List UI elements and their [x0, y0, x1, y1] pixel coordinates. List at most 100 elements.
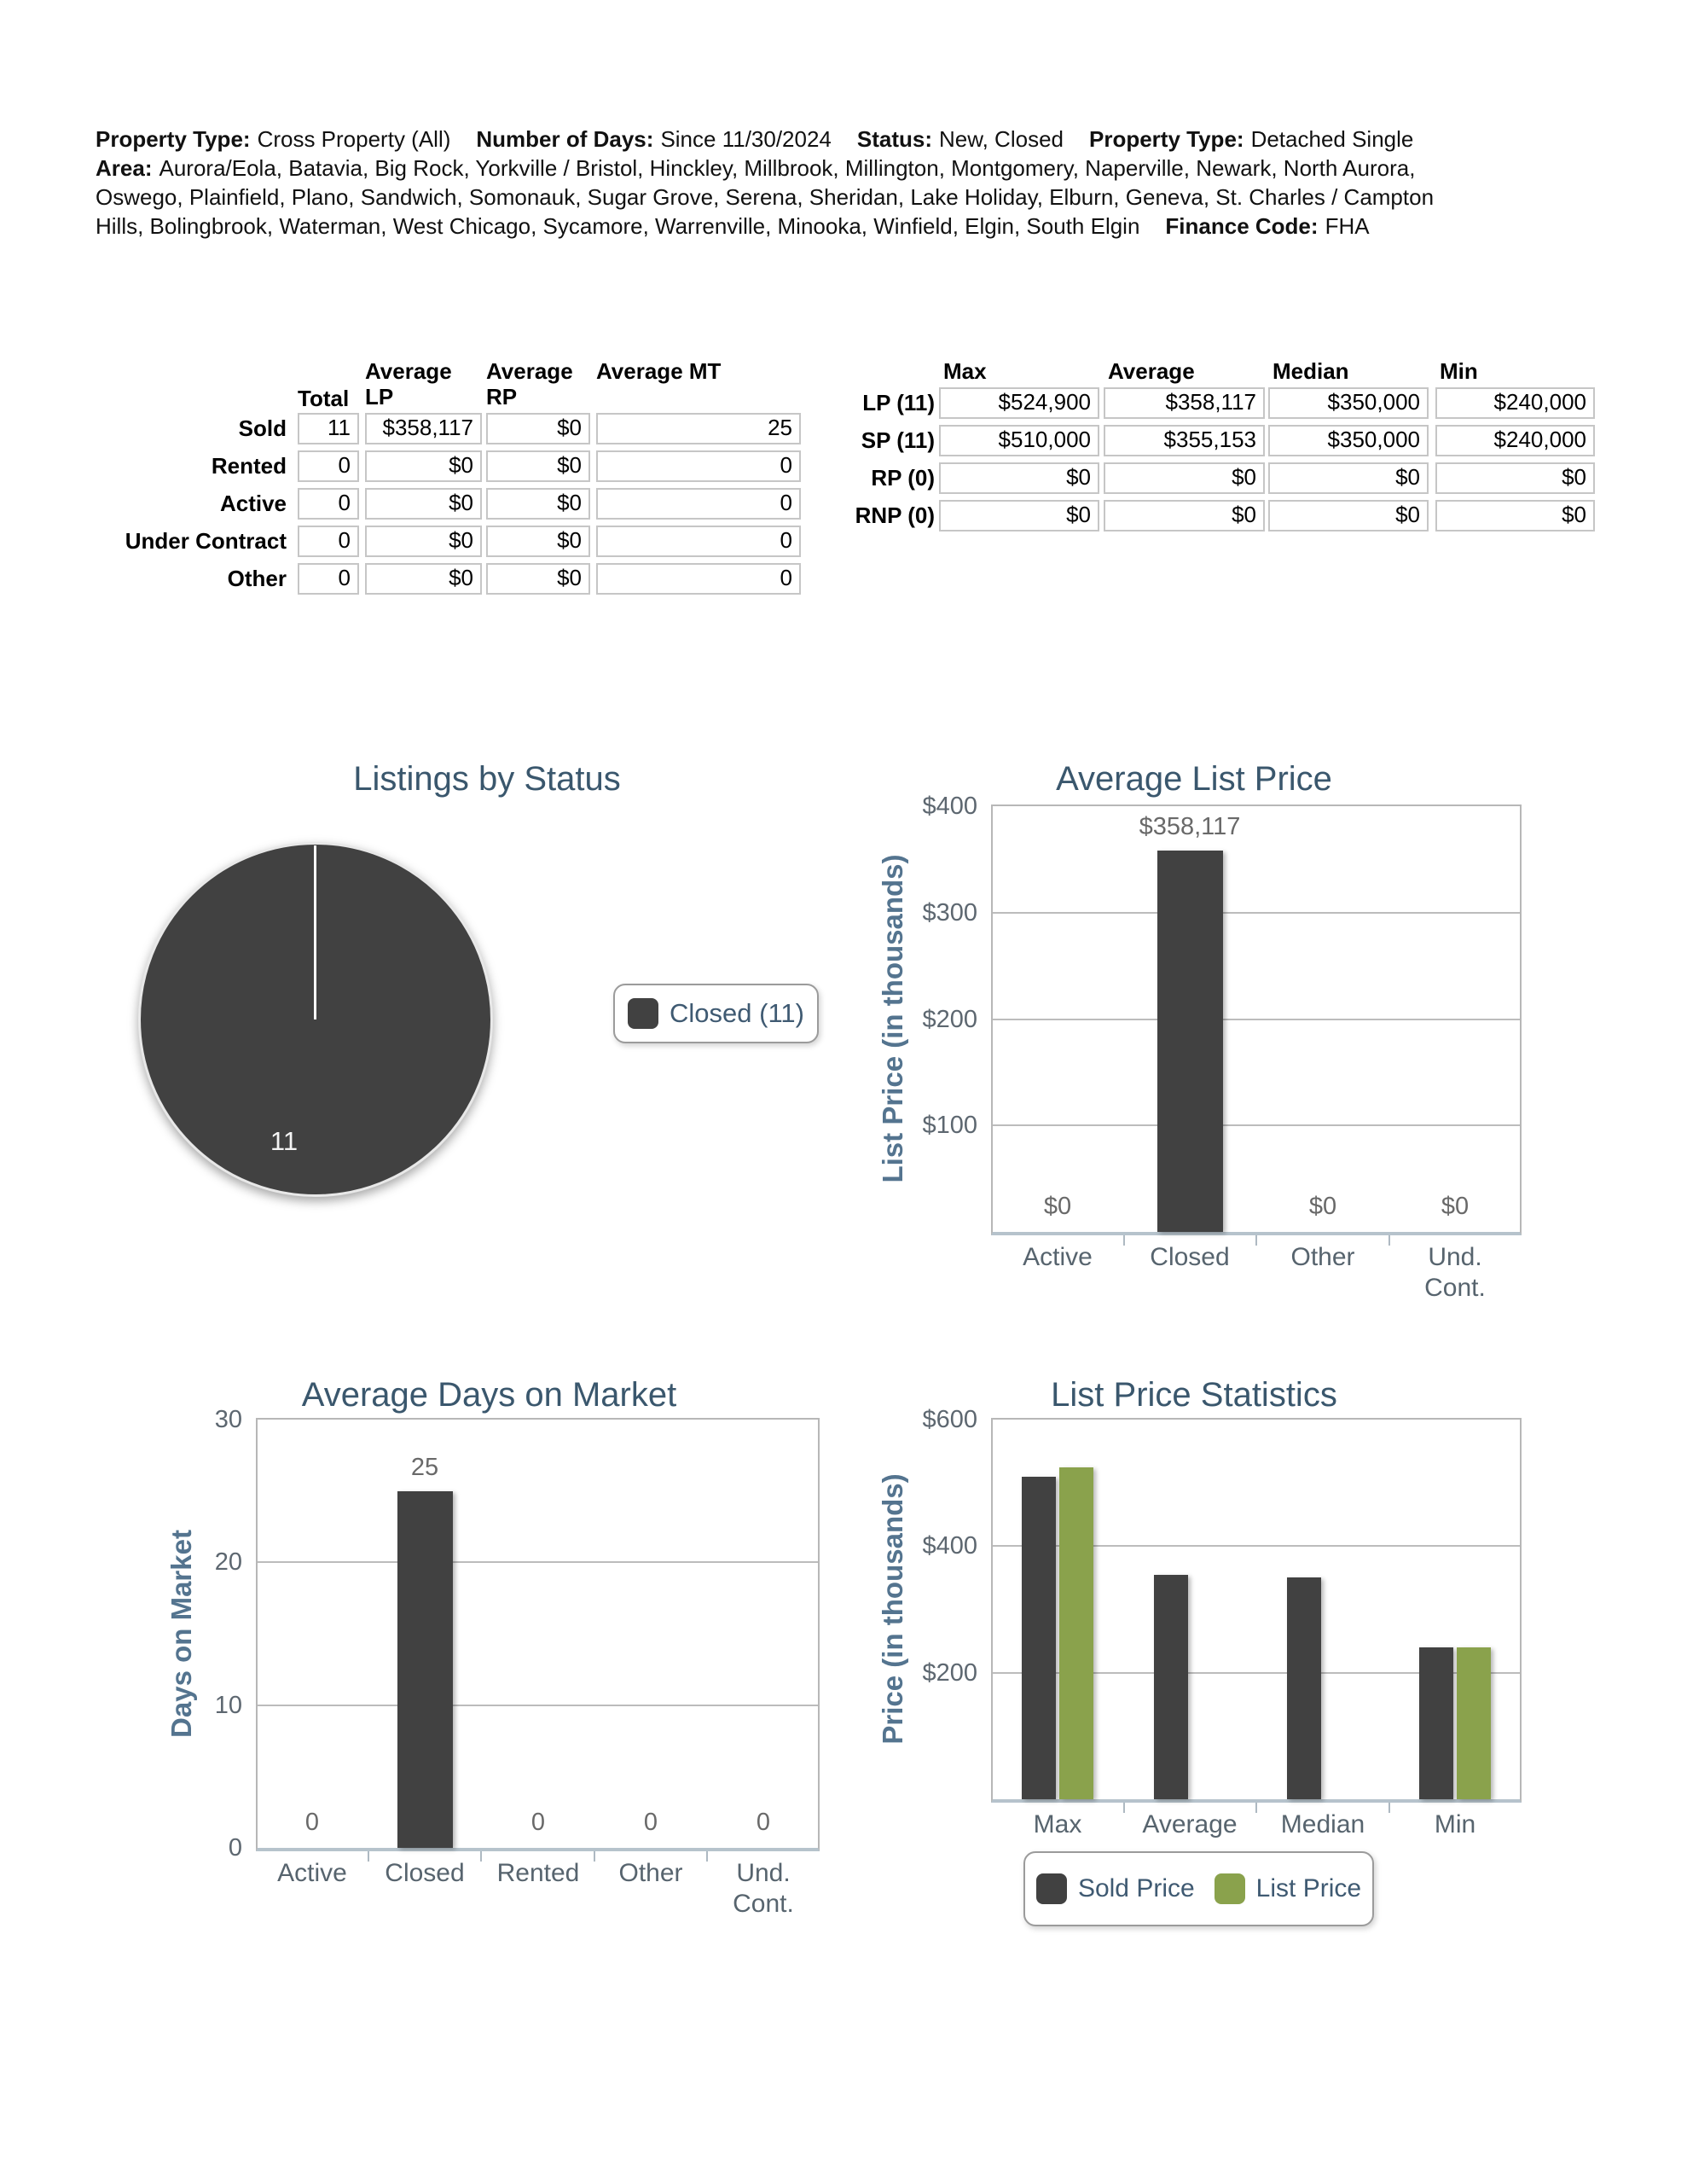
gridline [993, 912, 1520, 914]
x-axis-tick [368, 1851, 369, 1862]
legend-label: List Price [1255, 1874, 1362, 1902]
table-cell: $358,117 [365, 413, 482, 444]
table-cell: $350,000 [1268, 425, 1429, 456]
column-header: Average LP [365, 358, 452, 410]
x-axis-tick [1388, 1235, 1390, 1246]
table-cell: $0 [365, 450, 482, 482]
criteria-item: Property Type: Detached Single [1089, 126, 1413, 152]
column-header: Total [298, 386, 350, 411]
criteria-item: Status: New, Closed [857, 126, 1064, 152]
report-criteria-line-2: Area: Aurora/Eola, Batavia, Big Rock, Yor… [96, 154, 1415, 183]
table-cell: $0 [1104, 500, 1265, 531]
table-cell: $0 [365, 563, 482, 595]
table-cell: 0 [298, 526, 359, 557]
gridline [993, 1019, 1520, 1020]
table-cell: $0 [365, 526, 482, 557]
table-cell: $0 [486, 526, 590, 557]
table-cell: $0 [939, 462, 1099, 494]
row-label: RNP (0) [855, 502, 935, 528]
table-cell: $0 [939, 500, 1099, 531]
bar-sold-price-average [1154, 1575, 1188, 1799]
table-cell: $0 [486, 450, 590, 482]
finance-code-label: Finance Code: [1165, 213, 1319, 239]
y-tick-label: $300 [922, 899, 977, 926]
row-label: RP (0) [871, 465, 935, 491]
bar-list-price-min [1457, 1647, 1491, 1799]
area-values: Aurora/Eola, Batavia, Big Rock, Yorkvill… [159, 155, 1416, 181]
table-cell: $0 [1104, 462, 1265, 494]
chart-title: List Price Statistics [1051, 1376, 1337, 1414]
table-cell: $350,000 [1268, 387, 1429, 419]
x-category-label: Closed [1150, 1243, 1230, 1271]
column-header: Average [1108, 358, 1195, 384]
y-tick-label: $400 [922, 1532, 977, 1560]
criteria-value: New, Closed [939, 126, 1064, 152]
pie-slice-label: 11 [270, 1126, 299, 1156]
x-axis-tick [1123, 1803, 1125, 1813]
x-category-label: Other [618, 1859, 683, 1887]
table-cell: $240,000 [1435, 425, 1595, 456]
table-cell: 0 [596, 563, 801, 595]
bar-list-price-max [1059, 1467, 1093, 1799]
table-cell: $0 [365, 488, 482, 520]
pie-legend: Closed (11) [613, 984, 819, 1043]
legend-label: Sold Price [1077, 1874, 1195, 1902]
y-tick-label: $100 [922, 1112, 977, 1139]
legend-swatch-list-price [1214, 1873, 1245, 1904]
table-cell: 0 [298, 563, 359, 595]
column-header: Average MT [596, 358, 722, 384]
bar-sold-price-min [1419, 1647, 1453, 1799]
table-cell: 0 [298, 450, 359, 482]
table-cell: $0 [486, 413, 590, 444]
column-header: Max [943, 358, 987, 384]
legend-swatch-closed [628, 998, 659, 1029]
gridline [993, 1124, 1520, 1126]
x-axis-tick [1388, 1803, 1390, 1813]
x-category-label: Min [1434, 1810, 1476, 1838]
bar-value-label: $358,117 [1139, 813, 1241, 840]
bar-closed [1157, 851, 1223, 1232]
x-axis-tick [1255, 1803, 1257, 1813]
chart-title: Average List Price [1056, 760, 1332, 798]
bar-value-label: $0 [1441, 1193, 1470, 1220]
row-label: Sold [238, 415, 287, 441]
x-category-label: Active [277, 1859, 347, 1887]
bar-closed [397, 1491, 453, 1848]
x-category-label: Und. Cont. [733, 1859, 794, 1918]
legend-label: Closed (11) [670, 998, 804, 1028]
table-cell: 0 [596, 488, 801, 520]
table-cell: 11 [298, 413, 359, 444]
gridline [258, 1561, 818, 1563]
y-tick-label: $200 [922, 1659, 977, 1687]
table-cell: $358,117 [1104, 387, 1265, 419]
chart-title: Listings by Status [353, 760, 621, 798]
bar-value-label: $0 [1308, 1193, 1337, 1220]
criteria-value: Since 11/30/2024 [660, 126, 832, 152]
criteria-label: Property Type: [96, 126, 251, 152]
row-label: LP (11) [862, 390, 935, 415]
bar-sold-price-median [1287, 1577, 1321, 1799]
criteria-label: Number of Days: [476, 126, 654, 152]
column-header: Average RP [486, 358, 573, 410]
x-axis-tick [480, 1851, 482, 1862]
table-cell: $355,153 [1104, 425, 1265, 456]
row-label: Active [219, 491, 287, 516]
table-cell: $0 [486, 563, 590, 595]
y-axis-label: Price (in thousands) [877, 1473, 908, 1745]
x-category-label: Average [1142, 1810, 1238, 1838]
column-header: Median [1272, 358, 1349, 384]
report-criteria-line-1: Property Type: Cross Property (All) Number… [96, 125, 1439, 154]
y-tick-label: 30 [214, 1406, 242, 1433]
row-label: Under Contract [125, 528, 287, 554]
gridline [993, 1672, 1520, 1674]
x-category-label: Max [1033, 1810, 1082, 1838]
y-tick-label: $600 [922, 1406, 977, 1433]
table-cell: $0 [1268, 462, 1429, 494]
table-cell: $0 [1435, 500, 1595, 531]
y-tick-label: $200 [922, 1006, 977, 1033]
area-values: Hills, Bolingbrook, Waterman, West Chica… [96, 213, 1140, 239]
x-axis-tick [1255, 1235, 1257, 1246]
x-category-label: Und. Cont. [1424, 1243, 1486, 1302]
x-category-label: Median [1280, 1810, 1365, 1838]
